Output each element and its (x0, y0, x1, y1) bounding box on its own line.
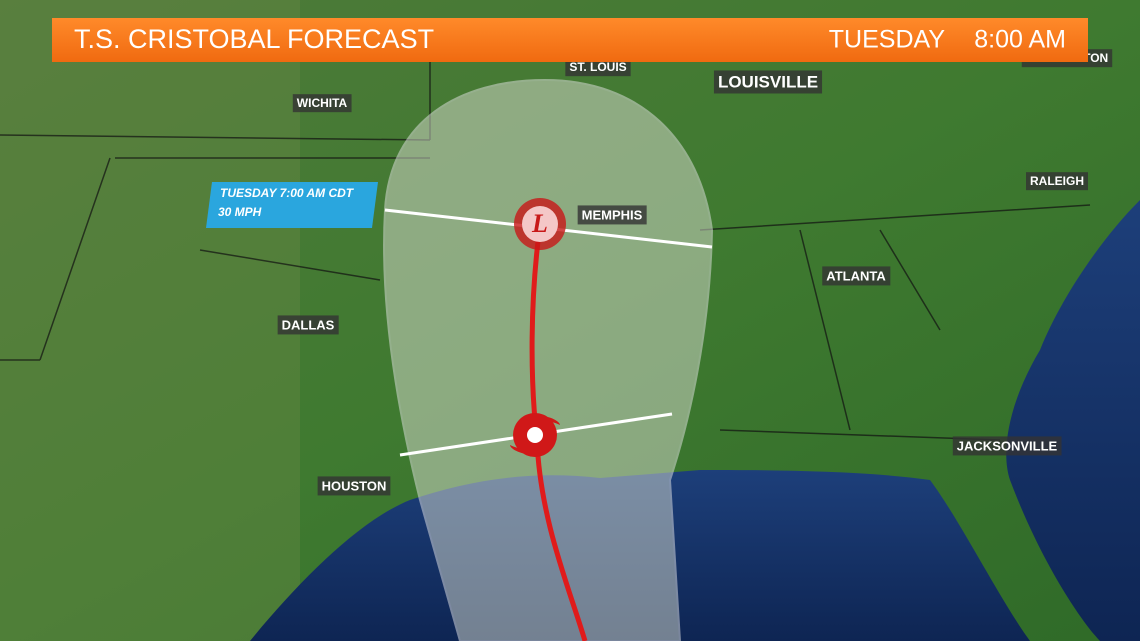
city-label-bg (1026, 172, 1088, 191)
city-label: ST. LOUIS (569, 60, 626, 74)
city-label-bg (565, 58, 631, 77)
city-label: WICHITA (297, 96, 348, 110)
city-label: JACKSONVILLE (957, 438, 1058, 453)
header-title: T.S. CRISTOBAL FORECAST (74, 24, 434, 54)
city-label-bg (713, 70, 823, 94)
city-label-bg (277, 315, 339, 335)
header-day: TUESDAY (829, 26, 946, 54)
storm-icon (510, 413, 560, 457)
city-label: DALLAS (282, 317, 335, 332)
city-label-bg (292, 94, 352, 113)
borders (0, 60, 1091, 441)
plains (0, 0, 300, 641)
city-label-bg (822, 266, 891, 286)
info-box: TUESDAY 7:00 AM CDT 30 MPH (206, 182, 378, 228)
city-labels: ST. LOUIS LOUISVILLE WICHITA MEMPHIS RALEIGH… (277, 49, 1113, 496)
low-marker: L (514, 198, 566, 250)
city-label-bg (577, 205, 647, 225)
header: T.S. CRISTOBAL FORECAST TUESDAY 8:00 AM (52, 18, 1088, 62)
info-time: TUESDAY 7:00 AM CDT (220, 186, 355, 200)
header-time: 8:00 AM (974, 26, 1066, 54)
low-letter: L (531, 209, 548, 238)
city-label: MEMPHIS (582, 207, 643, 222)
atlantic (1006, 200, 1140, 641)
city-label: HOUSTON (322, 478, 387, 493)
city-label-bg (952, 436, 1062, 456)
city-label-bg (317, 476, 391, 496)
city-label: ATLANTA (826, 268, 886, 283)
info-wind: 30 MPH (218, 205, 262, 219)
city-label: LOUISVILLE (718, 72, 818, 91)
city-label: RALEIGH (1030, 174, 1084, 188)
